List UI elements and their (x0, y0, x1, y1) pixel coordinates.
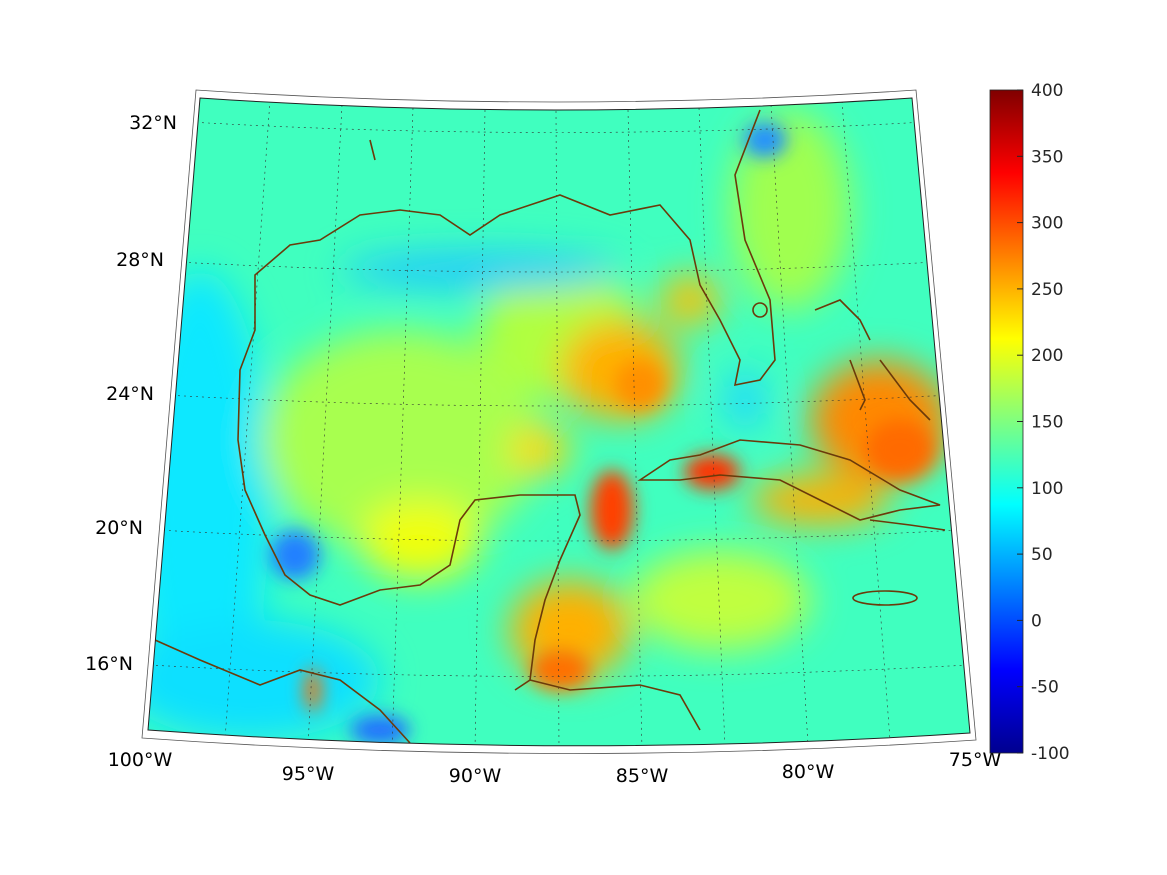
lat-label: 28°N (116, 249, 164, 271)
lat-label: 24°N (106, 383, 154, 405)
colorbar-tick-label: 200 (1031, 346, 1063, 366)
colorbar-tick-label: 350 (1031, 147, 1063, 167)
lon-label: 85°W (616, 765, 669, 787)
lon-label: 90°W (449, 765, 502, 787)
lon-label: 95°W (282, 763, 335, 785)
heatmap-field (148, 98, 970, 746)
colorbar-tick-label: -100 (1031, 744, 1070, 764)
colorbar-tick-label: -50 (1031, 678, 1059, 698)
colorbar-tick-label: 400 (1031, 81, 1063, 101)
lon-label: 100°W (108, 749, 173, 771)
colorbar-tick-label: 150 (1031, 413, 1063, 433)
lat-label: 20°N (95, 517, 143, 539)
map-frame-outer (141, 89, 977, 754)
coastlines (154, 109, 946, 744)
colorbar-ticks: 400 350 300 250 200 150 100 50 0 -50 -100 (1017, 81, 1070, 764)
lon-label: 80°W (782, 761, 835, 783)
lon-label: 75°W (949, 749, 1002, 771)
map-frame (147, 97, 971, 747)
colorbar-tick-label: 250 (1031, 280, 1063, 300)
colorbar-tick-label: 300 (1031, 214, 1063, 234)
lat-label: 16°N (85, 653, 133, 675)
graticule (149, 99, 969, 746)
colorbar-tick-label: 100 (1031, 479, 1063, 499)
colorbar-tick-label: 0 (1031, 611, 1042, 631)
lat-label: 32°N (129, 112, 177, 134)
colorbar-tick-label: 50 (1031, 545, 1053, 565)
